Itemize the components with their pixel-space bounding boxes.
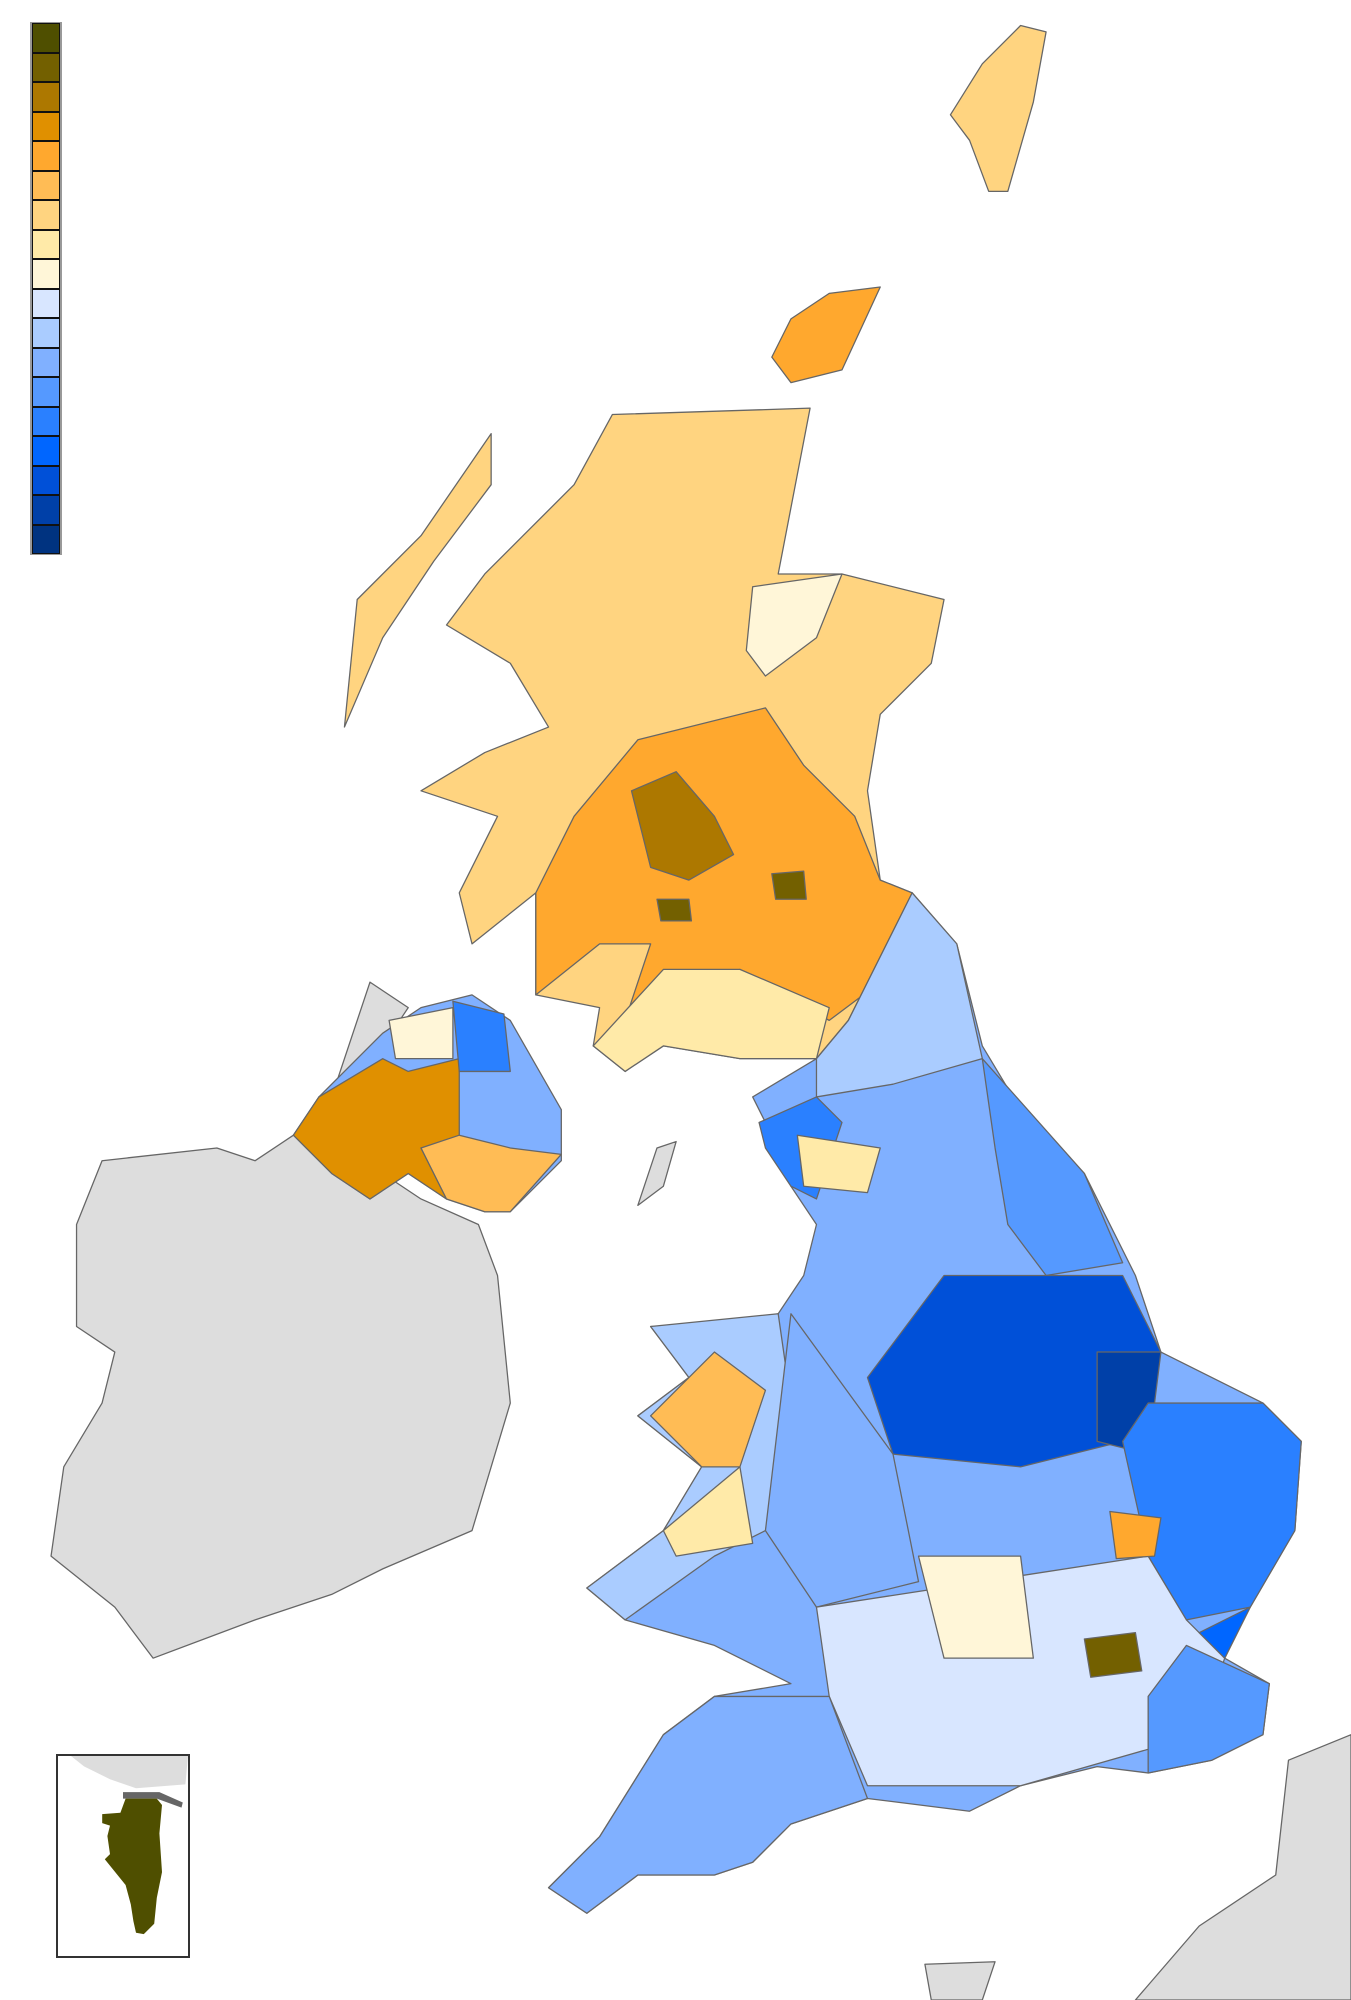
legend-swatch bbox=[32, 141, 60, 171]
region-south-west bbox=[547, 1695, 869, 1914]
inset-frontier bbox=[123, 1792, 183, 1808]
region-shetland bbox=[949, 24, 1047, 192]
region-scotland-dark bbox=[630, 771, 735, 881]
gibraltar-inset-map bbox=[56, 1754, 190, 1958]
legend-swatch bbox=[32, 82, 60, 112]
region-north-east bbox=[815, 892, 983, 1098]
region-scotland-borders bbox=[592, 968, 830, 1073]
region-edinburgh bbox=[771, 870, 807, 900]
region-wales-yellow bbox=[662, 1466, 754, 1557]
inset-spain-land bbox=[71, 1756, 188, 1789]
region-isle-of-man bbox=[637, 1140, 677, 1206]
region-channel-island bbox=[924, 1961, 996, 2000]
region-essex-coast bbox=[1198, 1606, 1251, 1659]
region-cumbria-yellow bbox=[796, 1134, 881, 1194]
region-ni-north bbox=[388, 1007, 454, 1060]
legend-swatch bbox=[32, 495, 60, 525]
legend-swatch bbox=[32, 52, 60, 82]
inset-gibraltar bbox=[102, 1798, 162, 1935]
legend-swatch bbox=[32, 229, 60, 259]
legend-swatch bbox=[32, 465, 60, 495]
region-west-midlands bbox=[764, 1313, 920, 1608]
legend-swatch bbox=[32, 200, 60, 230]
legend-swatch bbox=[32, 436, 60, 466]
color-scale-legend bbox=[30, 22, 62, 555]
region-oxford-area bbox=[917, 1555, 1034, 1659]
legend-swatch bbox=[32, 318, 60, 348]
legend-swatch bbox=[32, 377, 60, 407]
legend-swatch bbox=[32, 347, 60, 377]
legend-swatch bbox=[32, 259, 60, 289]
region-western-isles bbox=[343, 433, 492, 728]
region-cambridge bbox=[1109, 1510, 1162, 1560]
region-kent bbox=[1147, 1644, 1270, 1774]
legend-swatch bbox=[32, 288, 60, 318]
region-scotland-ne bbox=[745, 573, 843, 677]
region-london bbox=[1083, 1632, 1143, 1678]
region-ni-antrim bbox=[452, 1000, 511, 1073]
legend-swatch bbox=[32, 406, 60, 436]
region-ireland bbox=[50, 981, 511, 1659]
legend-swatch bbox=[32, 111, 60, 141]
legend-swatch bbox=[32, 170, 60, 200]
region-orkney bbox=[771, 286, 881, 384]
legend-swatch bbox=[32, 524, 60, 554]
region-ni-south bbox=[420, 1134, 562, 1213]
region-midlands bbox=[866, 1274, 1162, 1468]
region-france bbox=[1134, 1734, 1351, 2000]
legend-swatch bbox=[32, 23, 60, 53]
region-glasgow bbox=[656, 898, 693, 922]
region-wales-orange bbox=[649, 1351, 767, 1468]
